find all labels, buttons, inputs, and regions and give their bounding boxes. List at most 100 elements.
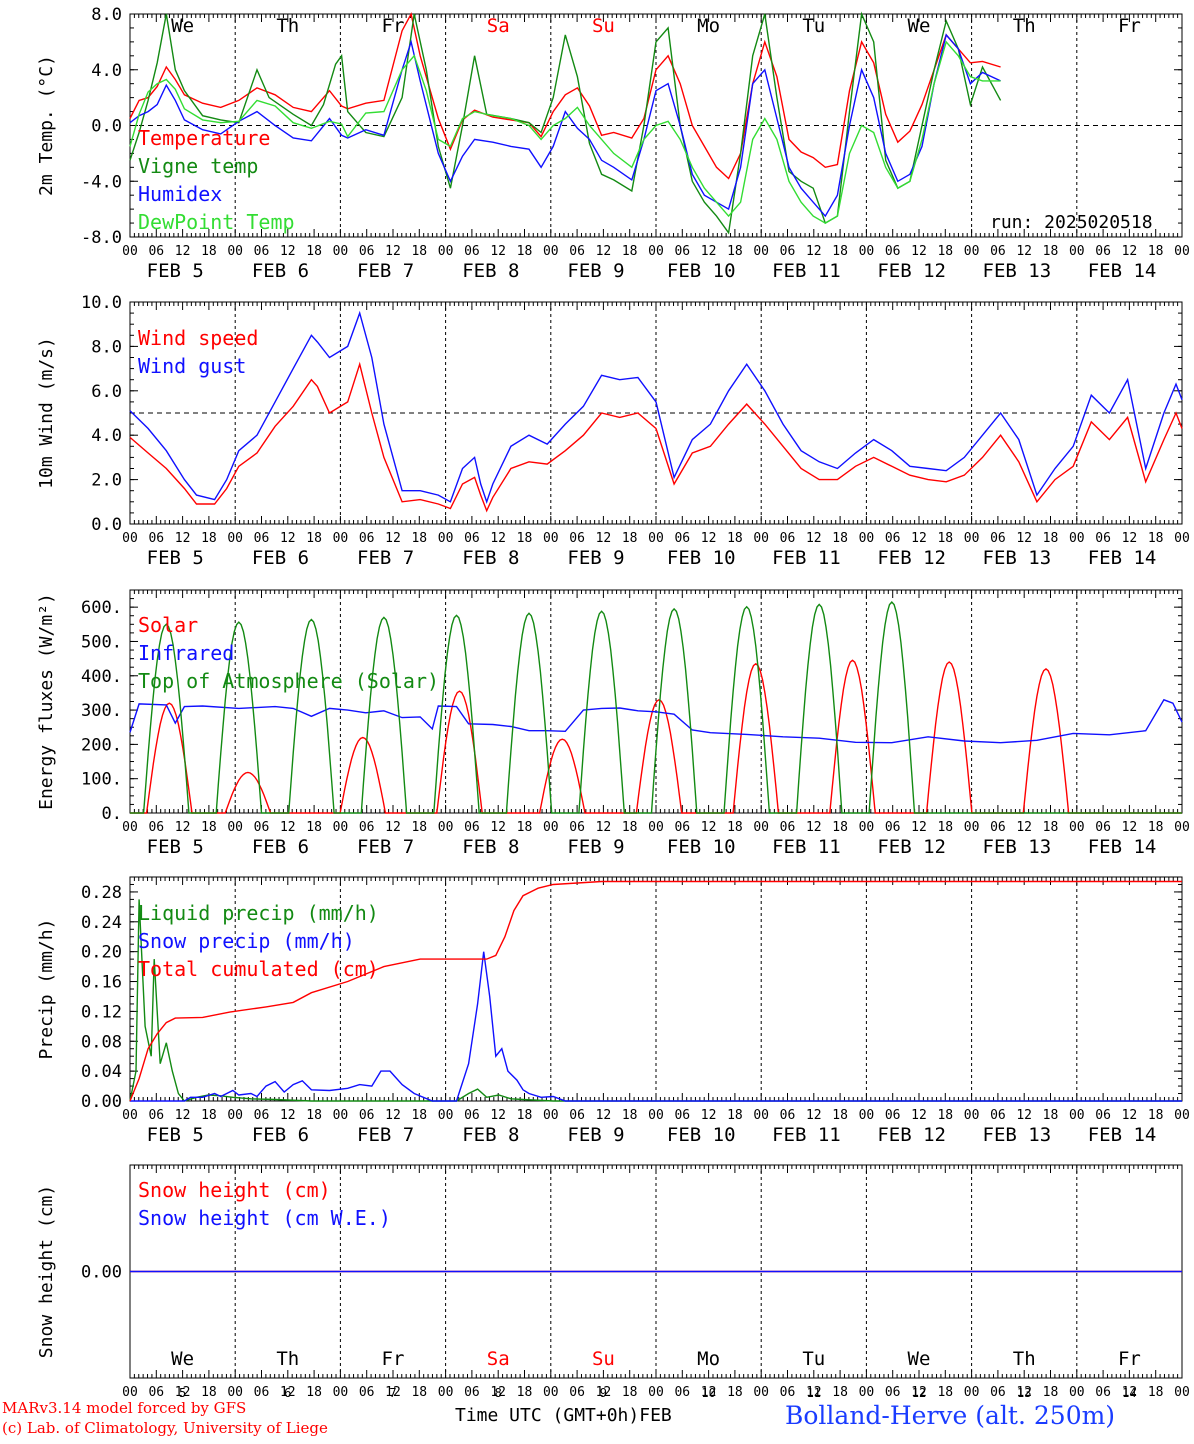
hour-tick-label: 06 [464,531,480,546]
legend-entry: DewPoint Temp [138,210,295,234]
hour-tick-label: 12 [596,531,612,546]
hour-tick-label: 12 [701,820,717,835]
hour-tick-label: 18 [306,1385,322,1400]
day-number: 9 [600,1386,607,1400]
hour-tick-label: 00 [543,1108,559,1123]
hour-tick-label: 06 [674,1108,690,1123]
date-label: FEB 6 [252,836,309,858]
hour-tick-label: 18 [306,1108,322,1123]
hour-tick-label: 00 [438,531,454,546]
weekday-label: Sa [487,15,510,37]
y-tick-label: 0.00 [81,1092,122,1112]
hour-tick-label: 18 [1148,1108,1164,1123]
hour-tick-label: 12 [596,1385,612,1400]
hour-tick-label: 12 [490,1108,506,1123]
hour-tick-label: 06 [885,244,901,259]
hour-tick-label: 00 [1174,820,1190,835]
date-label: FEB 11 [772,260,841,282]
hour-tick-label: 18 [201,1385,217,1400]
hour-tick-label: 06 [254,244,270,259]
hour-tick-label: 18 [1148,1385,1164,1400]
hour-tick-label: 06 [780,1385,796,1400]
weekday-label: We [171,15,194,37]
hour-tick-label: 00 [1069,531,1085,546]
day-number: 6 [284,1386,291,1400]
hour-tick-label: 06 [990,820,1006,835]
date-label: FEB 14 [1088,260,1157,282]
hour-tick-label: 00 [1174,244,1190,259]
hour-tick-label: 00 [333,820,349,835]
y-tick-label: -8.0 [81,228,122,248]
hour-tick-label: 06 [359,244,375,259]
hour-tick-label: 06 [569,1108,585,1123]
date-label: FEB 14 [1088,836,1157,858]
day-number: 5 [179,1386,186,1400]
hour-tick-label: 12 [1016,1385,1032,1400]
y-tick-label: 0.0 [91,117,122,137]
hour-tick-label: 06 [148,244,164,259]
hour-tick-label: 06 [780,1108,796,1123]
weekday-label: Mo [697,1348,720,1370]
hour-tick-label: 06 [254,820,270,835]
series-line [129,880,1182,1102]
hour-tick-label: 12 [490,244,506,259]
series-line [130,659,1182,814]
date-label: FEB 9 [567,547,624,569]
hour-tick-label: 18 [517,820,533,835]
date-label: FEB 10 [667,1124,736,1146]
hour-tick-label: 00 [543,244,559,259]
hour-tick-label: 18 [306,531,322,546]
hour-tick-label: 06 [990,1385,1006,1400]
date-label: FEB 9 [567,260,624,282]
y-axis-label: 2m Temp. (°C) [36,55,57,196]
hour-tick-label: 06 [780,244,796,259]
hour-tick-label: 18 [201,531,217,546]
hour-tick-label: 00 [859,1108,875,1123]
hour-tick-label: 12 [175,531,191,546]
y-tick-label: 600. [81,598,122,618]
y-tick-label: 0.28 [81,883,122,903]
hour-tick-label: 00 [333,1385,349,1400]
hour-tick-label: 00 [859,1385,875,1400]
date-label: FEB 7 [357,260,414,282]
hour-tick-label: 00 [227,820,243,835]
hour-tick-label: 06 [254,531,270,546]
y-axis-label: Snow height (cm) [36,1185,57,1358]
hour-tick-label: 06 [1095,531,1111,546]
date-label: FEB 10 [667,547,736,569]
y-axis-label: Energy fluxes (W/m²) [36,593,57,810]
hour-tick-label: 06 [674,1385,690,1400]
weekday-label: Th [1013,15,1036,37]
hour-tick-label: 18 [727,1385,743,1400]
hour-tick-label: 00 [227,531,243,546]
hour-tick-label: 18 [832,1385,848,1400]
hour-tick-label: 18 [1043,244,1059,259]
hour-tick-label: 12 [280,820,296,835]
hour-tick-label: 12 [385,531,401,546]
hour-tick-label: 00 [438,1108,454,1123]
hour-tick-label: 00 [122,820,138,835]
series-line [129,361,1183,513]
hour-tick-label: 12 [175,1385,191,1400]
time-axis-label: Time UTC (GMT+0h)FEB [455,1405,672,1426]
hour-tick-label: 00 [753,1108,769,1123]
hour-tick-label: 00 [543,820,559,835]
hour-tick-label: 06 [1095,1108,1111,1123]
hour-tick-label: 00 [859,820,875,835]
hour-tick-label: 06 [148,531,164,546]
series-line [130,951,1182,1102]
y-tick-label: 10.0 [81,293,122,313]
date-label: FEB 5 [147,547,204,569]
date-label: FEB 8 [462,1124,519,1146]
hour-tick-label: 18 [411,531,427,546]
date-label: FEB 13 [983,1124,1052,1146]
model-credit: MARv3.14 model forced by GFS [2,1399,247,1417]
weekday-label: We [908,1348,931,1370]
hour-tick-label: 00 [648,244,664,259]
y-tick-label: 0.16 [81,973,122,993]
hour-tick-label: 00 [438,820,454,835]
weekday-label: Fr [382,1348,405,1370]
hour-tick-label: 12 [175,820,191,835]
lab-credit: (c) Lab. of Climatology, University of L… [2,1419,328,1437]
